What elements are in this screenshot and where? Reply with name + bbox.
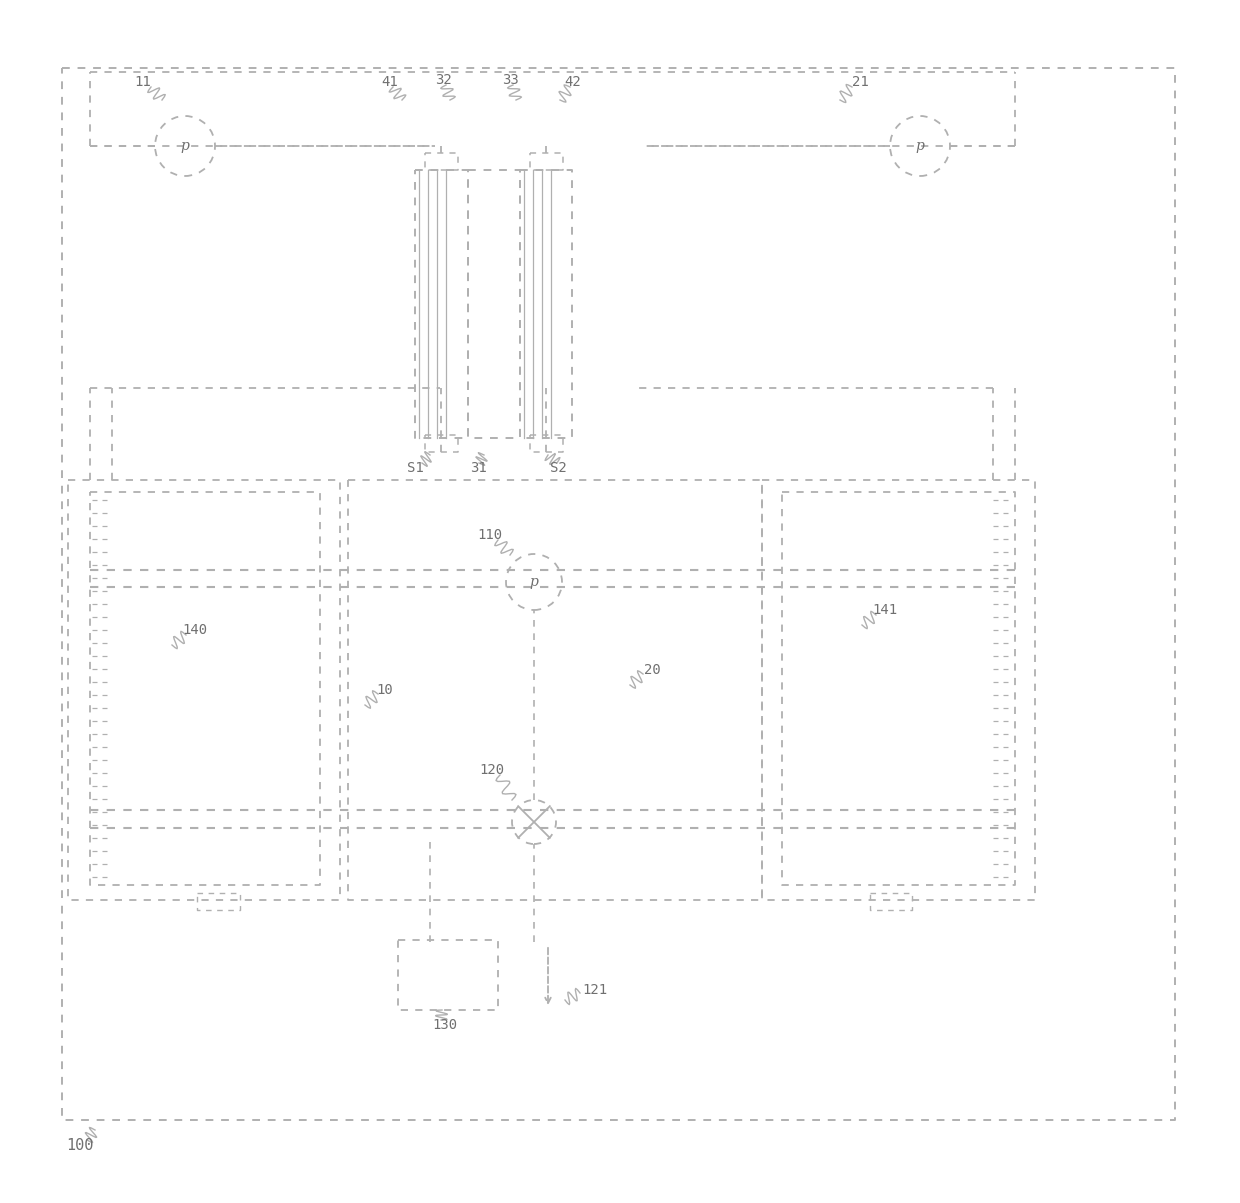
Text: 20: 20 (644, 663, 661, 677)
Text: 31: 31 (470, 461, 486, 475)
Text: p: p (529, 575, 538, 589)
Text: 42: 42 (564, 75, 582, 89)
Text: 140: 140 (182, 623, 207, 638)
Text: 41: 41 (382, 75, 398, 89)
Text: 100: 100 (66, 1138, 94, 1152)
Text: 21: 21 (852, 75, 868, 89)
Text: 121: 121 (583, 983, 608, 997)
Text: 130: 130 (433, 1018, 458, 1032)
Text: 32: 32 (435, 73, 451, 87)
Text: p: p (181, 140, 190, 153)
Text: 120: 120 (480, 763, 505, 777)
Text: 33: 33 (502, 73, 518, 87)
Text: 110: 110 (477, 528, 502, 543)
Text: 11: 11 (135, 75, 151, 89)
Text: 141: 141 (873, 603, 898, 617)
Text: S2: S2 (549, 461, 567, 475)
Text: p: p (915, 140, 925, 153)
Text: 10: 10 (377, 683, 393, 697)
Text: S1: S1 (407, 461, 423, 475)
